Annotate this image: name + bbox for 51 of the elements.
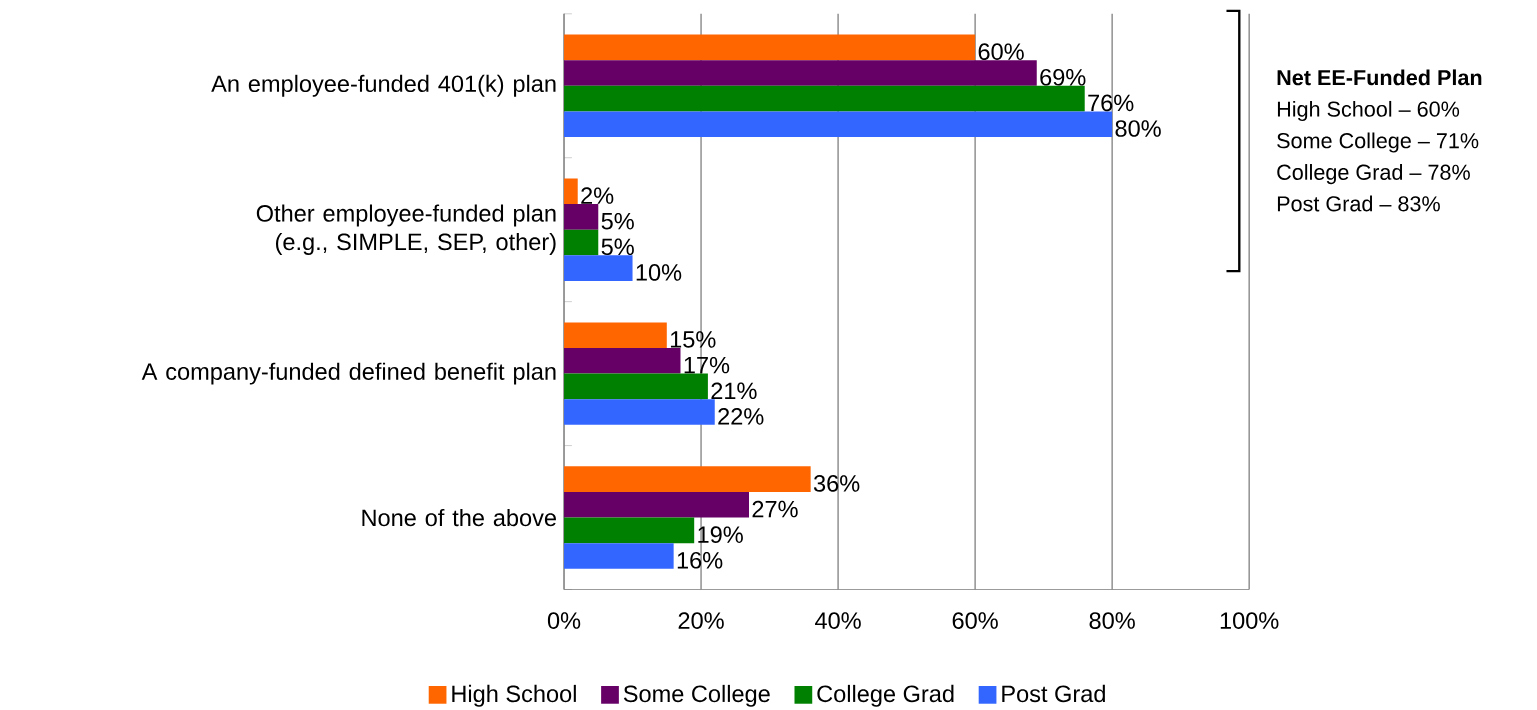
text: High School – 60%	[1277, 101, 1460, 122]
bar	[564, 348, 681, 374]
bar	[564, 204, 599, 230]
data-label: 80%	[1115, 120, 1161, 137]
bar	[564, 178, 578, 205]
text: Net EE-Funded Plan	[1277, 69, 1482, 86]
bar	[564, 60, 1037, 86]
data-label: 5%	[601, 213, 634, 230]
bar	[564, 111, 1113, 138]
data-label: 60%	[978, 43, 1024, 61]
text: Post Grad – 83%	[1277, 195, 1440, 212]
data-label: 22%	[718, 408, 764, 425]
legend-label: Some College	[623, 684, 770, 707]
bar	[564, 492, 750, 518]
y-tick-label: None of the above	[362, 509, 556, 527]
data-label: 69%	[1040, 69, 1086, 86]
data-label: 10%	[636, 264, 682, 281]
y-tick-label: Other employee-funded plan (e.g., SIMPLE, SEP, other)	[256, 204, 556, 256]
data-label: 19%	[698, 526, 743, 544]
text: Some College – 71%	[1277, 132, 1479, 153]
text: College Grad – 78%	[1277, 164, 1470, 185]
bar	[564, 466, 811, 493]
bar	[564, 373, 708, 400]
data-label: 36%	[813, 475, 860, 492]
legend-label: College Grad	[817, 684, 954, 707]
data-label: 76%	[1088, 94, 1134, 112]
data-label: 21%	[711, 382, 757, 400]
x-tick-label: 20%	[678, 612, 724, 629]
x-tick-label: 0%	[547, 612, 581, 629]
data-label: 17%	[684, 356, 730, 374]
x-tick-label: 60%	[952, 612, 998, 629]
y-tick-label: An employee-funded 401(k) plan	[211, 74, 556, 97]
legend-label: High School	[452, 684, 576, 707]
bar	[564, 229, 599, 256]
data-label: 2%	[581, 187, 614, 204]
data-label: 16%	[677, 552, 723, 569]
bar	[564, 517, 695, 544]
legend-label: Post Grad	[1002, 684, 1105, 703]
bar	[564, 255, 633, 282]
bar	[564, 85, 1085, 112]
x-tick-label: 80%	[1089, 612, 1135, 629]
bar	[564, 399, 715, 425]
data-label: 5%	[601, 238, 634, 256]
data-label: 15%	[670, 331, 716, 348]
y-tick-label: A company-funded defined benefit plan	[141, 362, 556, 385]
bar	[564, 34, 976, 61]
bar	[564, 322, 667, 349]
x-tick-label: 100%	[1220, 612, 1279, 629]
data-label: 27%	[752, 500, 798, 518]
bar	[564, 543, 674, 569]
x-tick-label: 40%	[815, 612, 861, 629]
